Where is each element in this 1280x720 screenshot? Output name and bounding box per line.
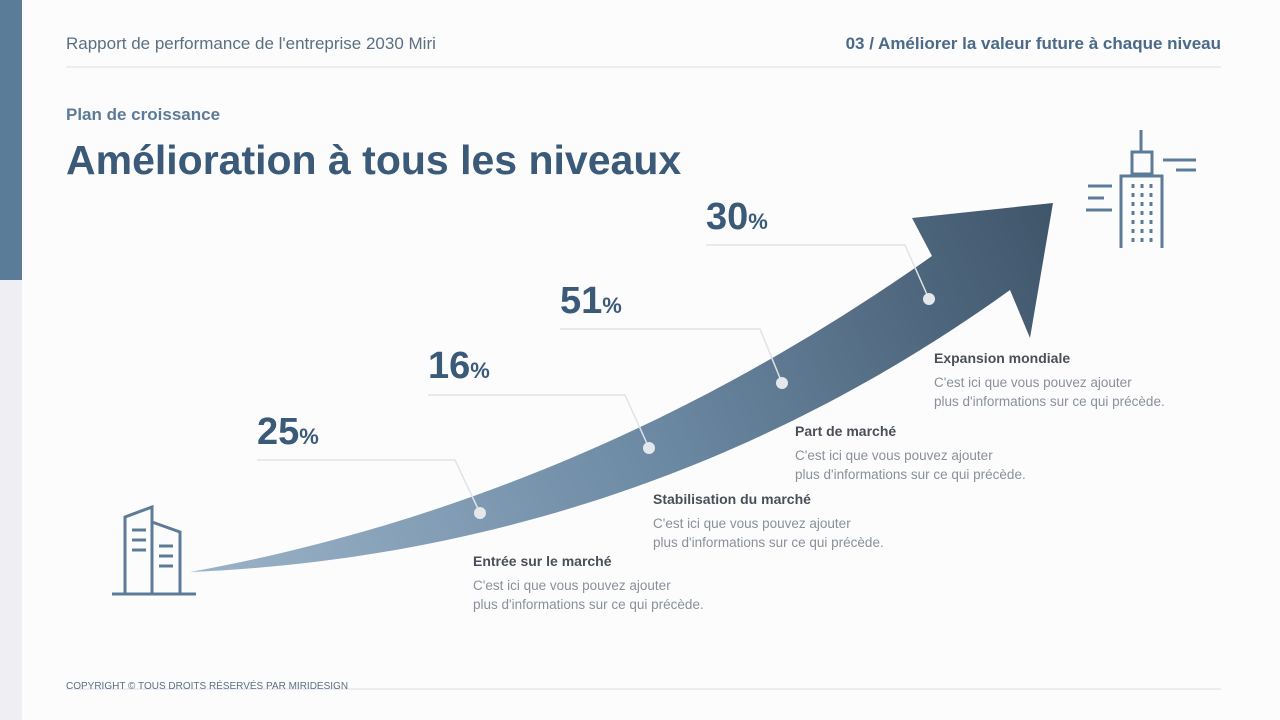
building-icon-right xyxy=(1086,130,1196,248)
step-number: 25 xyxy=(257,411,299,453)
step-value: 30% xyxy=(706,196,768,238)
side-accent xyxy=(0,0,22,280)
leader-line xyxy=(560,328,783,384)
leader-line xyxy=(706,244,930,300)
step-text: plus d'informations sur ce qui précède. xyxy=(473,597,704,612)
step-text: plus d'informations sur ce qui précède. xyxy=(653,535,884,550)
leader-line xyxy=(428,394,650,449)
step-number: 51 xyxy=(560,280,602,322)
step-number: 30 xyxy=(706,196,748,238)
side-strip xyxy=(0,280,22,720)
step-label: Entrée sur le marché xyxy=(473,553,612,569)
step-unit: % xyxy=(748,209,768,234)
eyebrow: Plan de croissance xyxy=(66,105,220,124)
step-unit: % xyxy=(602,293,622,318)
step-text: C'est ici que vous pouvez ajouter xyxy=(653,516,851,531)
step-number: 16 xyxy=(428,345,470,387)
step-text: plus d'informations sur ce qui précède. xyxy=(934,394,1165,409)
leader-line xyxy=(257,459,481,514)
steps: 25% Entrée sur le marché C'est ici que vou… xyxy=(257,196,1165,612)
title: Amélioration à tous les niveaux xyxy=(66,137,681,183)
leader-dot xyxy=(923,293,935,305)
step-value: 16% xyxy=(428,345,490,387)
step-text: C'est ici que vous pouvez ajouter xyxy=(934,375,1132,390)
leader-dot xyxy=(776,377,788,389)
step-label: Part de marché xyxy=(795,423,896,439)
step-unit: % xyxy=(299,424,319,449)
step-value: 25% xyxy=(257,411,319,453)
building-icon-left xyxy=(112,504,196,596)
footer: COPYRIGHT © TOUS DROITS RÉSERVÉS PAR MIR… xyxy=(66,679,348,692)
growth-arrow xyxy=(190,203,1053,572)
header-left: Rapport de performance de l'entreprise 2… xyxy=(66,34,436,53)
step-text: C'est ici que vous pouvez ajouter xyxy=(795,448,993,463)
step-text: C'est ici que vous pouvez ajouter xyxy=(473,578,671,593)
step-value: 51% xyxy=(560,280,622,322)
leader-dot xyxy=(643,442,655,454)
step-label: Stabilisation du marché xyxy=(653,491,811,507)
step-text: plus d'informations sur ce qui précède. xyxy=(795,467,1026,482)
step-label: Expansion mondiale xyxy=(934,350,1070,366)
step-unit: % xyxy=(470,358,490,383)
leader-dot xyxy=(474,507,486,519)
header-right: 03 / Améliorer la valeur future à chaque… xyxy=(846,34,1221,53)
